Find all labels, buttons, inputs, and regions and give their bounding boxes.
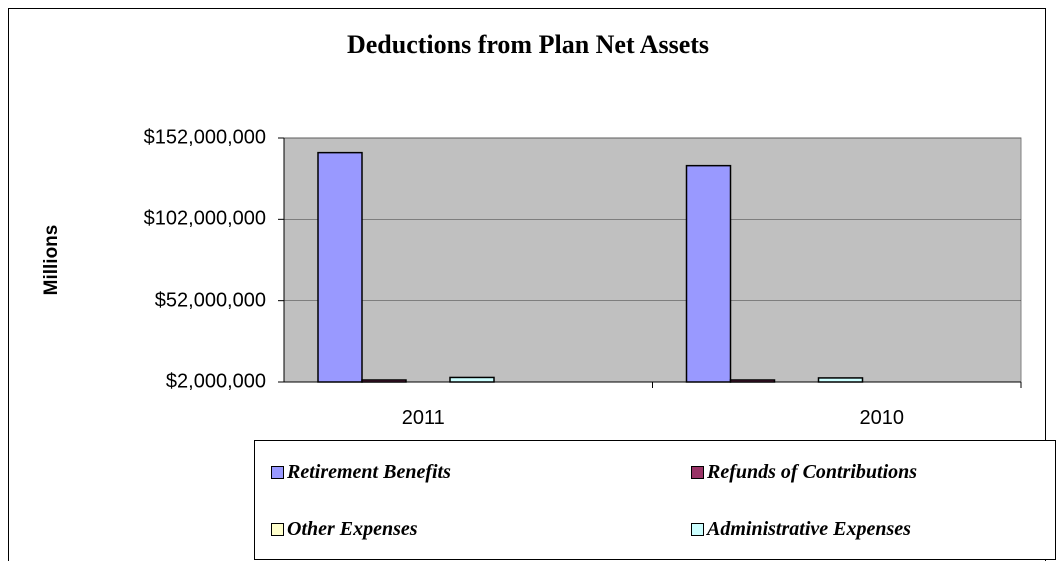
bar (361, 379, 407, 383)
chart-title: Deductions from Plan Net Assets (346, 30, 710, 59)
legend-swatch (271, 523, 284, 536)
chart-frame (8, 8, 1046, 561)
x-tick-label: 2010 (859, 407, 905, 429)
bar (449, 376, 495, 383)
x-tick-label: 2011 (401, 407, 445, 429)
y-tick-label: $2,000,000 (165, 370, 266, 393)
legend-item-administrative-expenses: Administrative Expenses (691, 518, 911, 541)
plot-area (283, 137, 1022, 383)
legend-item-retirement-benefits: Retirement Benefits (271, 461, 451, 484)
legend-label: Administrative Expenses (707, 518, 911, 540)
bar (729, 379, 776, 383)
bar (817, 377, 864, 383)
legend-label: Other Expenses (287, 518, 418, 540)
legend-item-refunds-of-contributions: Refunds of Contributions (691, 461, 917, 484)
legend-item-other-expenses: Other Expenses (271, 518, 418, 541)
bar (685, 164, 732, 383)
y-tick-label: $102,000,000 (143, 207, 266, 230)
legend-swatch (271, 466, 284, 479)
y-tick-label: $52,000,000 (154, 289, 266, 312)
chart-legend: Retirement Benefits Refunds of Contribut… (254, 440, 1056, 560)
legend-swatch (691, 466, 704, 479)
legend-swatch (691, 523, 704, 536)
bar (317, 151, 363, 383)
legend-label: Refunds of Contributions (707, 461, 918, 483)
y-tick-label: $152,000,000 (143, 126, 266, 149)
legend-label: Retirement Benefits (287, 461, 451, 483)
